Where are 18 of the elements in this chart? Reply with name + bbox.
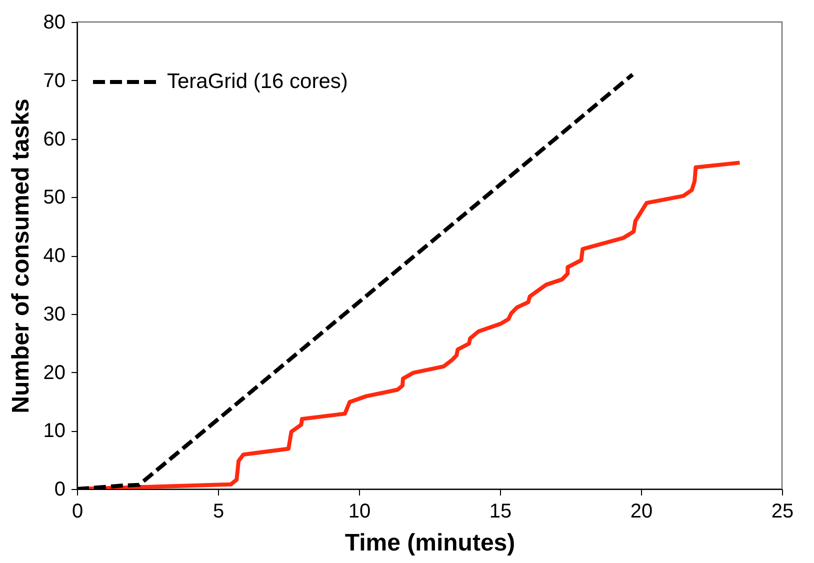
x-tick-label: 5: [212, 500, 224, 522]
y-tick-label: 70: [43, 70, 66, 92]
x-tick-label: 25: [771, 500, 794, 522]
y-tick-label: 40: [43, 245, 66, 267]
x-tick-label: 20: [630, 500, 653, 522]
y-tick-label: 30: [43, 303, 66, 326]
y-tick-label: 60: [43, 128, 66, 150]
y-tick-label: 20: [43, 362, 66, 384]
x-tick-label: 15: [489, 500, 512, 522]
y-tick-label: 10: [43, 420, 66, 442]
legend-label: TeraGrid (16 cores): [167, 70, 348, 93]
y-tick-label: 80: [43, 12, 66, 34]
x-tick-label: 0: [72, 500, 84, 522]
x-axis-title: Time (minutes): [344, 530, 516, 556]
y-axis-title: Number of consumed tasks: [7, 98, 34, 414]
x-tick-label: 10: [348, 500, 371, 522]
y-tick-label: 50: [43, 186, 66, 209]
y-tick-label: 0: [54, 478, 66, 500]
